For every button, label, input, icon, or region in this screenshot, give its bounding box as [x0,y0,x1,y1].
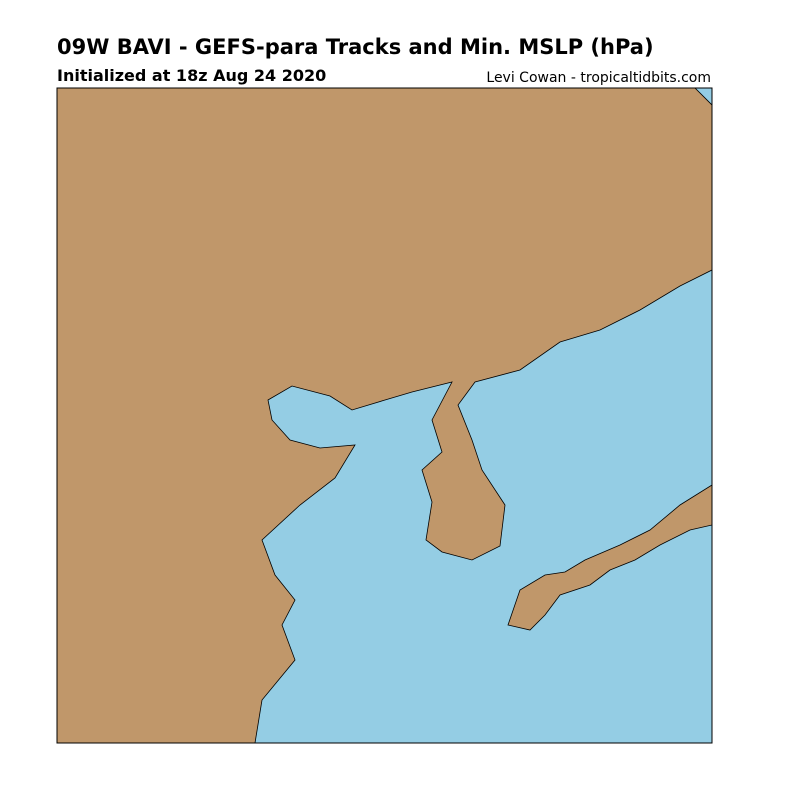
sea [254,269,712,743]
credit: Levi Cowan - tropicaltidbits.com [486,70,711,86]
basemap [57,88,712,743]
subtitle: Initialized at 18z Aug 24 2020 [57,66,326,85]
map-frame [56,87,713,744]
japan [507,484,712,631]
title: 09W BAVI - GEFS-para Tracks and Min. MSL… [57,35,654,59]
sea-corner [694,88,712,106]
